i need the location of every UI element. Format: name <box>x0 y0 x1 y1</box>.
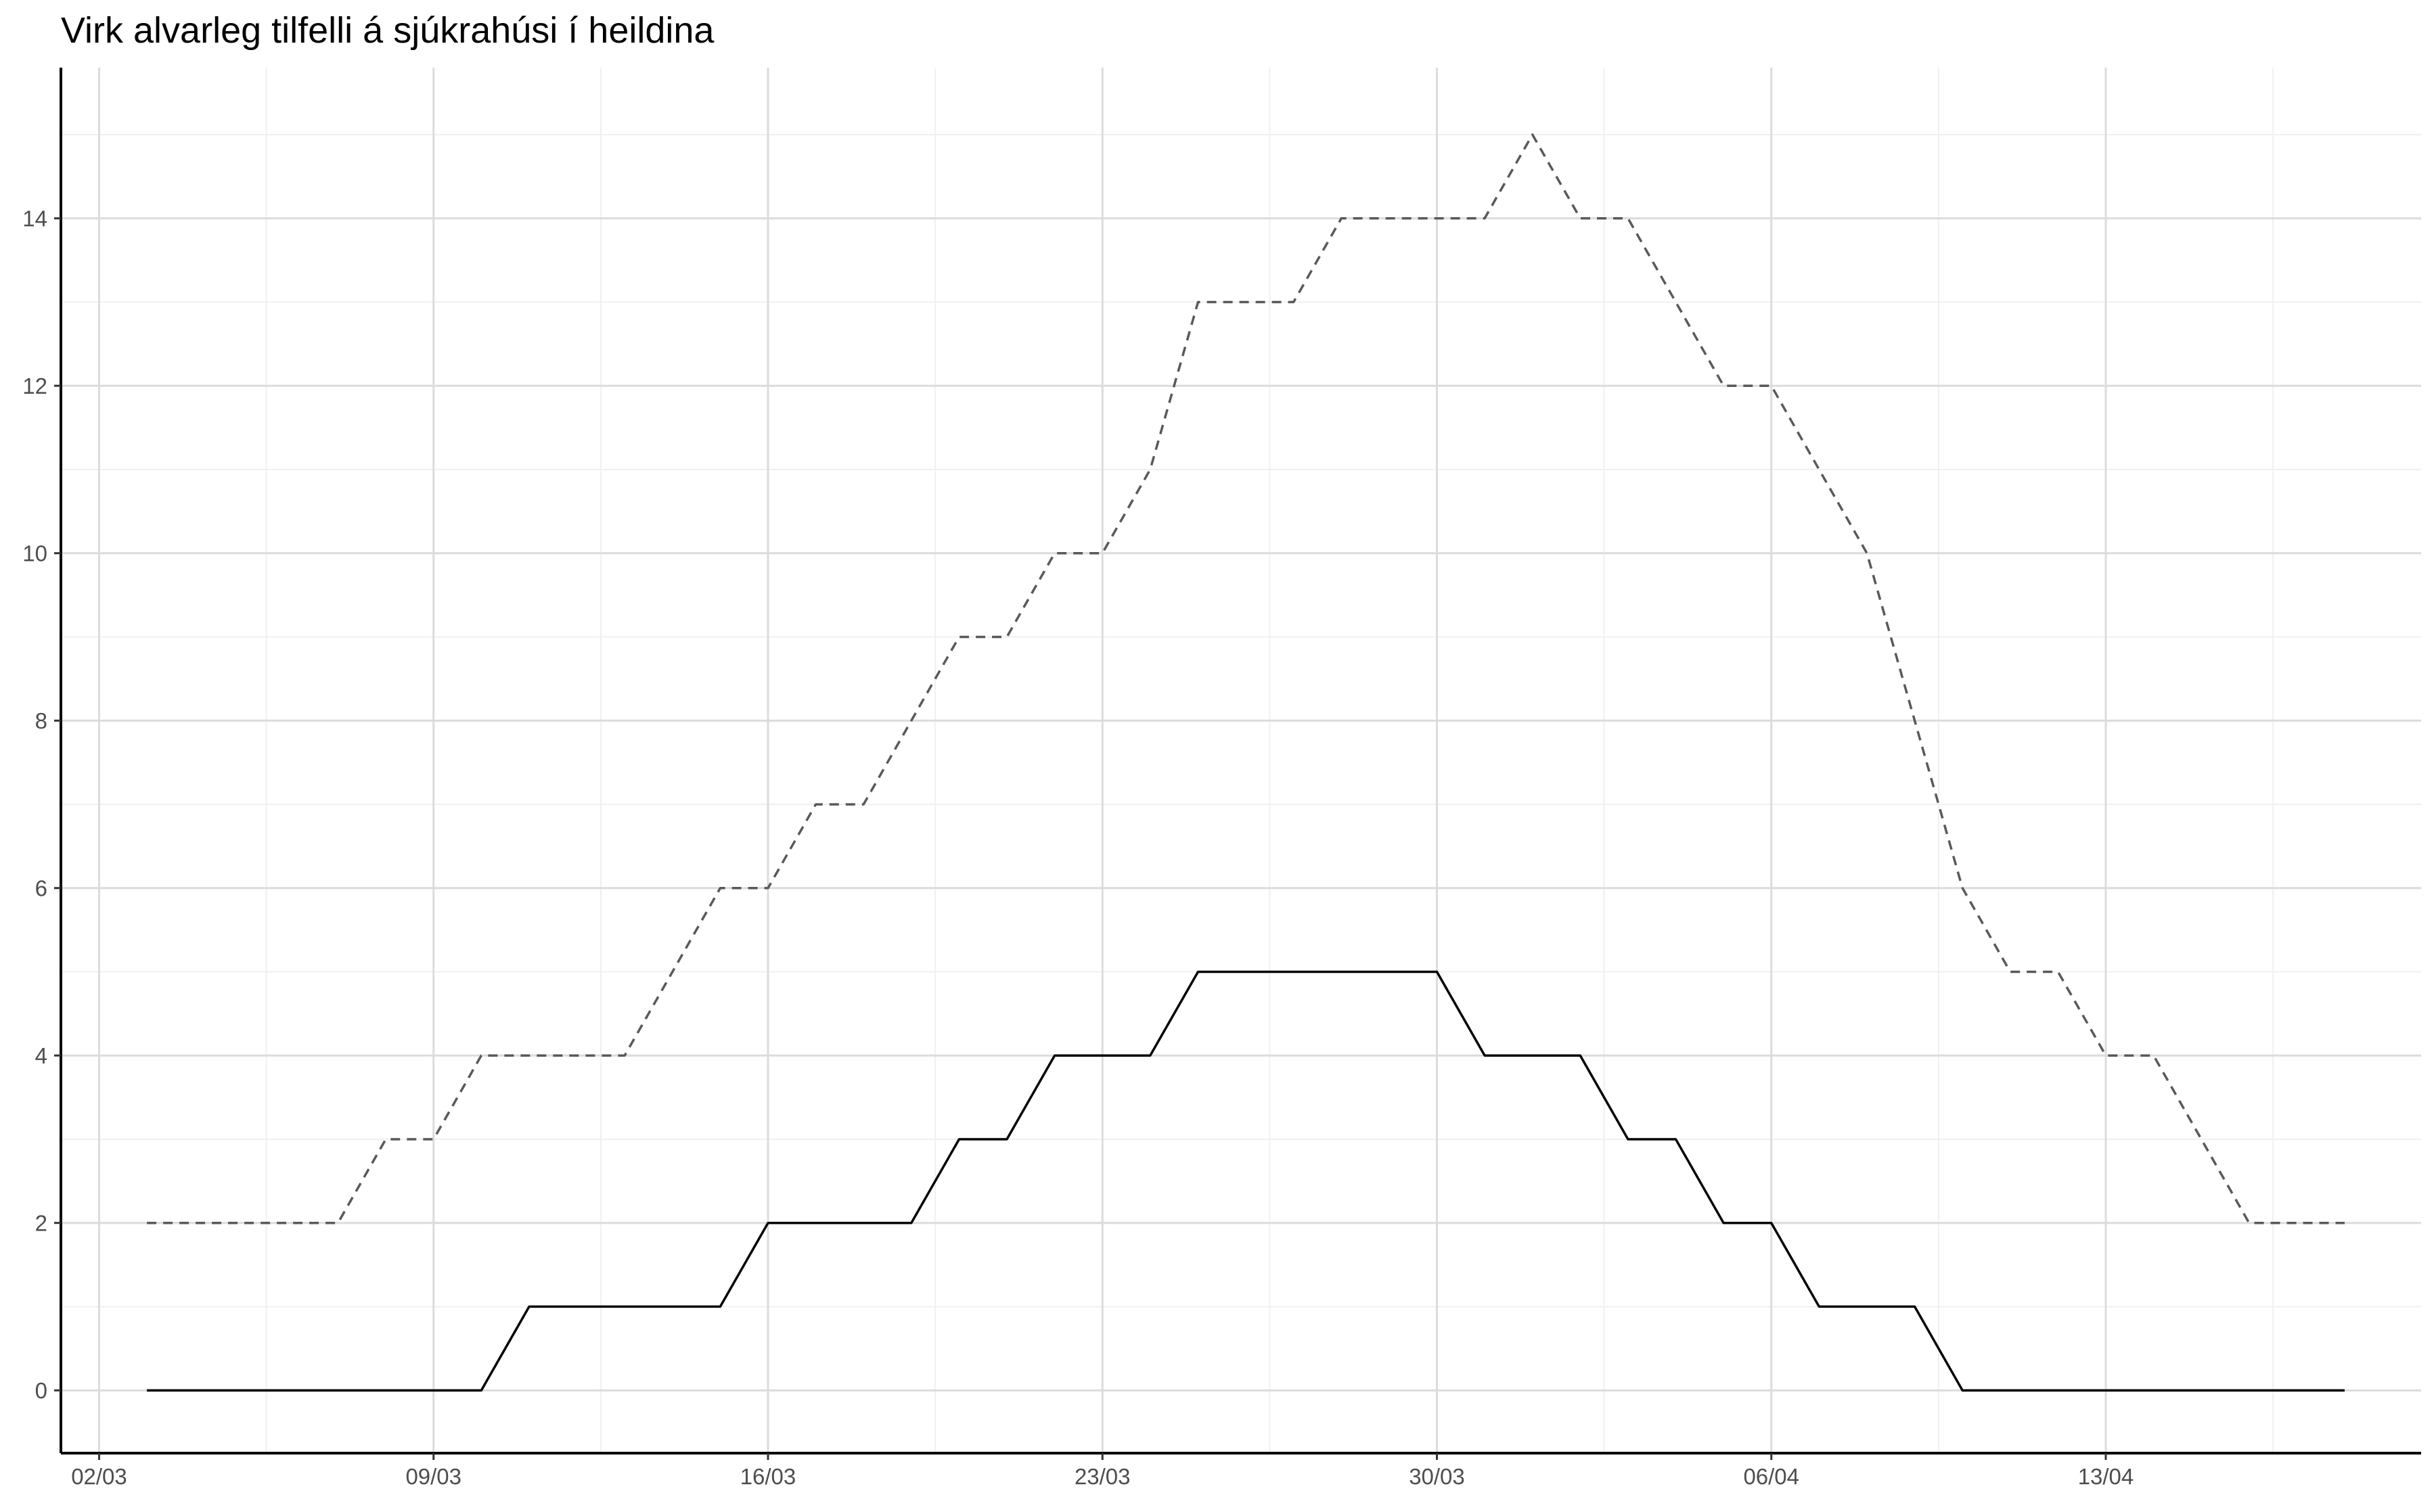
y-tick-label: 4 <box>35 1043 47 1068</box>
x-tick-label: 09/03 <box>405 1464 461 1489</box>
y-tick-label: 12 <box>22 373 47 398</box>
series-line-dashed <box>147 133 2345 1224</box>
tick-layer: 0 2 4 6 8 10 12 14 02/03 09/03 16/03 23/03 30/03 06/0… <box>22 206 2134 1489</box>
x-tick-label: 13/04 <box>2078 1464 2134 1489</box>
axes-layer <box>60 68 2421 1454</box>
y-tick-label: 10 <box>22 541 47 566</box>
y-tick-label: 2 <box>35 1211 47 1236</box>
chart-title: Virk alvarleg tilfelli á sjúkrahúsi í he… <box>61 10 715 51</box>
x-tick-label: 23/03 <box>1075 1464 1131 1489</box>
y-tick-label: 8 <box>35 708 47 733</box>
y-tick-label: 14 <box>22 206 47 231</box>
series-line-solid <box>147 970 2345 1392</box>
y-tick-label: 0 <box>35 1378 47 1403</box>
x-tick-label: 30/03 <box>1409 1464 1465 1489</box>
grid-major <box>61 68 2421 1453</box>
grid-minor <box>61 68 2421 1453</box>
x-tick-label: 02/03 <box>71 1464 127 1489</box>
x-tick-label: 06/04 <box>1743 1464 1799 1489</box>
x-tick-label: 16/03 <box>740 1464 796 1489</box>
series-layer <box>147 133 2345 1392</box>
y-tick-label: 6 <box>35 876 47 901</box>
